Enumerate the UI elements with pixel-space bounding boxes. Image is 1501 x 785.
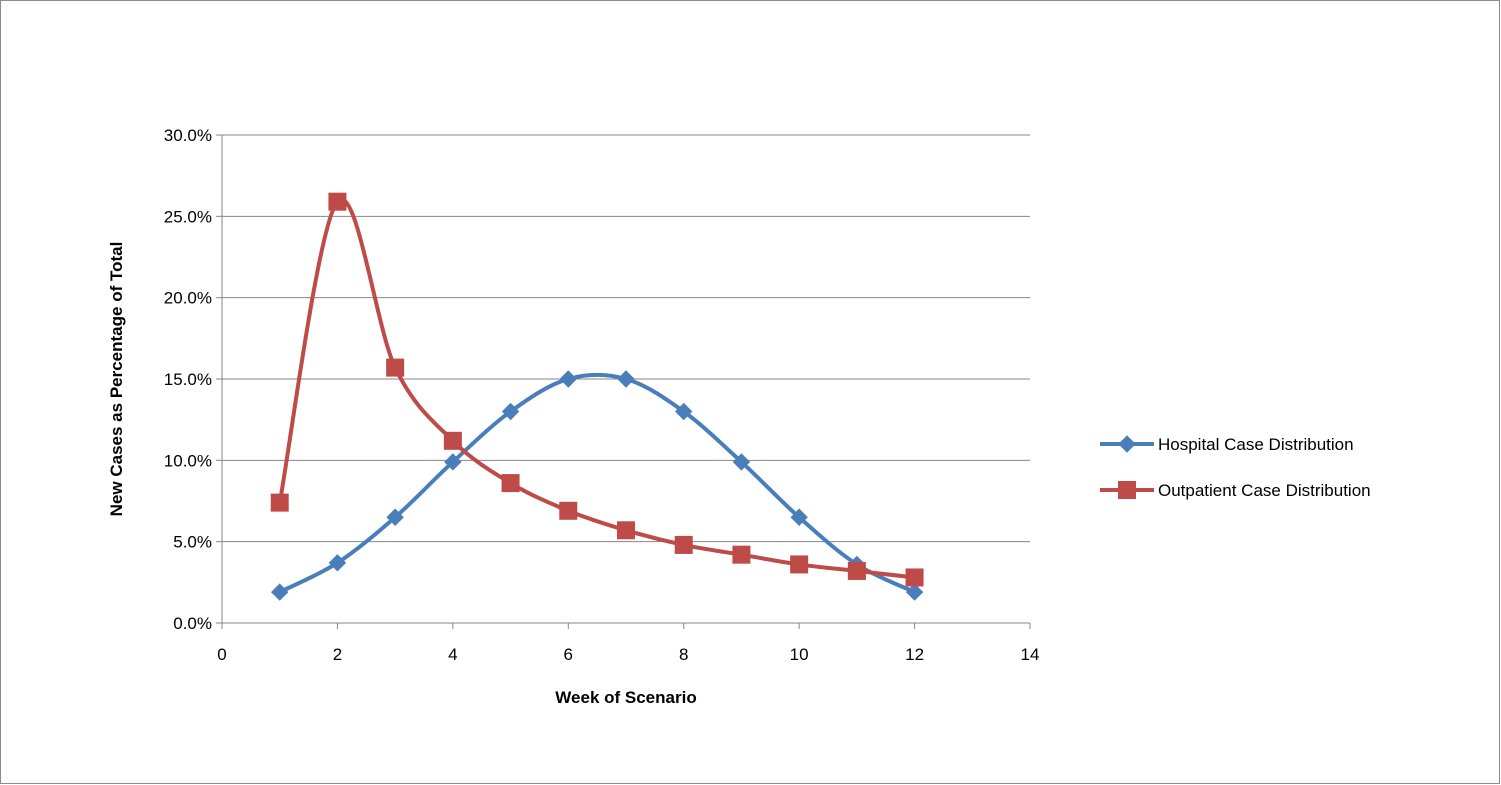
legend-item: Outpatient Case Distribution [1100,481,1371,500]
data-point-marker [847,561,866,580]
y-tick-label: 5.0% [173,533,212,552]
data-point-marker [559,501,578,520]
x-tick-label: 6 [564,645,573,664]
data-point-marker [905,568,924,587]
data-point-marker [501,474,520,493]
data-point-marker [790,508,808,526]
y-tick-label: 30.0% [164,126,212,145]
y-tick-label: 0.0% [173,614,212,633]
legend-item: Hospital Case Distribution [1100,435,1354,454]
data-point-marker [270,493,289,512]
data-point-marker [617,370,635,388]
y-tick-label: 25.0% [164,207,212,226]
data-point-marker [559,370,577,388]
x-tick-label: 12 [905,645,924,664]
legend-label: Outpatient Case Distribution [1158,481,1371,500]
x-tick-label: 4 [448,645,457,664]
data-point-marker [328,192,347,211]
data-point-marker [790,555,809,574]
y-tick-label: 20.0% [164,289,212,308]
data-point-marker [444,453,462,471]
y-axis-title: New Cases as Percentage of Total [107,242,126,517]
data-point-marker [443,431,462,450]
data-point-marker [386,358,405,377]
data-point-marker [732,545,751,564]
series-line [277,372,917,595]
data-point-marker [674,535,693,554]
x-axis-title: Week of Scenario [555,688,696,707]
x-tick-label: 14 [1021,645,1040,664]
legend-marker [1118,481,1136,499]
series-layer [270,192,924,601]
series-2 [270,192,924,587]
data-point-marker [675,402,693,421]
axis-layer: 0.0% 5.0% 10.0% 15.0% 20.0% 25.0% 30.0% 0 2 4 6 8 10… [164,126,1040,664]
legend: Hospital Case Distribution Outpatient Cas… [1100,435,1371,500]
data-point-marker [328,554,347,572]
x-tick-label: 0 [217,645,226,664]
data-point-marker [732,453,751,471]
data-point-marker [617,521,635,540]
y-tick-label: 15.0% [164,370,212,389]
data-point-marker [905,583,924,601]
x-tick-label: 10 [790,645,809,664]
x-tick-label: 8 [679,645,688,664]
legend-marker [1118,435,1136,453]
data-point-marker [386,508,404,526]
x-tick-label: 2 [333,645,342,664]
data-point-marker [271,583,289,601]
legend-label: Hospital Case Distribution [1158,435,1354,454]
y-tick-label: 10.0% [164,451,212,470]
data-point-marker [501,402,520,421]
